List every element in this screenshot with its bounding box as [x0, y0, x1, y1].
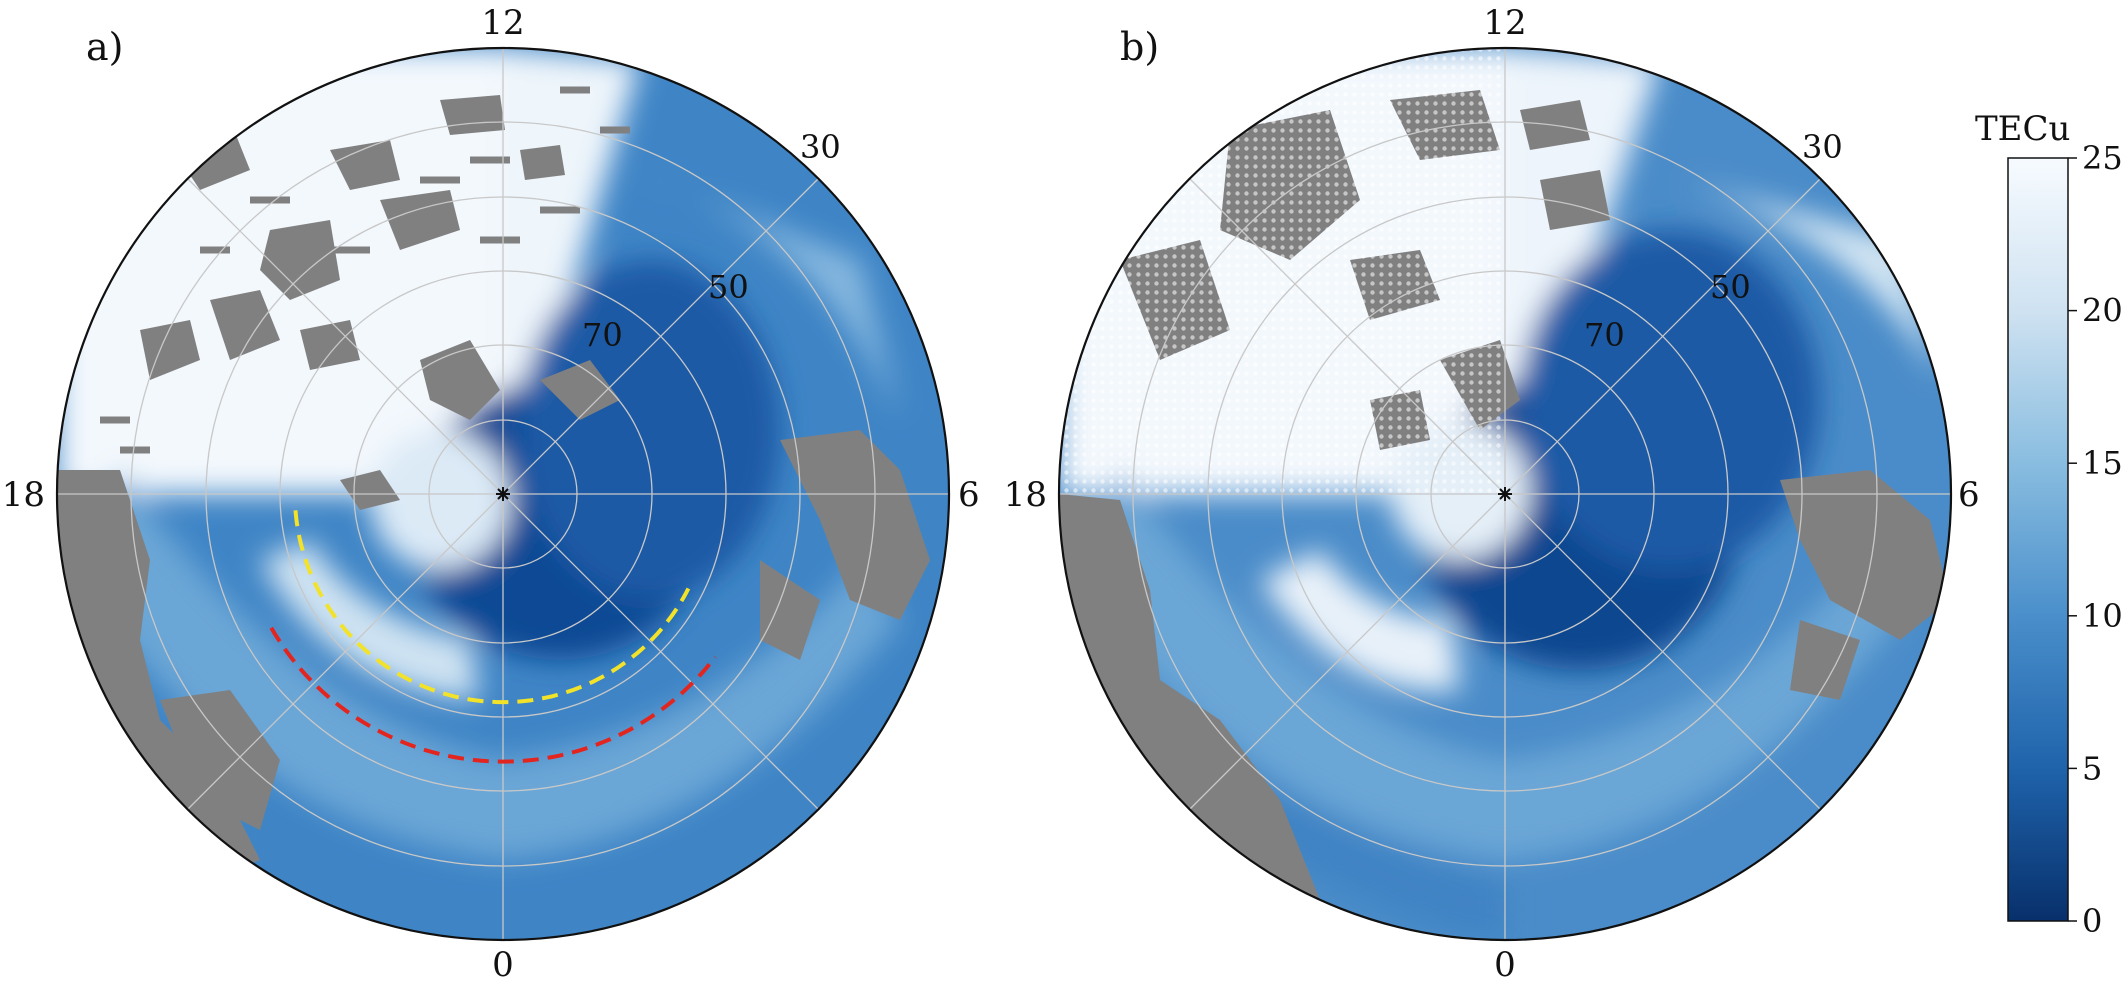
colorbar-title: TECu: [1975, 109, 2070, 149]
colorbar-tick-label-4: 20: [2082, 292, 2123, 330]
panel-a-label: a): [86, 25, 123, 69]
colorbar-gradient: [2007, 157, 2069, 922]
colorbar-tick-label-0: 0: [2082, 902, 2102, 940]
panel-a-lat-70: 70: [582, 316, 623, 354]
panel-a-dashed-curve-0: [293, 510, 691, 705]
panel-a-nodata: [57, 95, 930, 880]
colorbar-tick-label-3: 15: [2082, 444, 2123, 482]
panel-a-lat-30: 30: [800, 128, 841, 166]
panel-a-mlt-right: 6: [958, 475, 980, 515]
panel-a-nodata-dashes: [100, 86, 630, 454]
colorbar-tick-label-5: 25: [2082, 139, 2123, 177]
panel-b-lat-50: 50: [1710, 268, 1751, 306]
panel-b-lat-30: 30: [1802, 128, 1843, 166]
panel-a-dashed-curve-1: [269, 626, 717, 764]
panel-a-curves: [269, 510, 717, 764]
panel-b: b) 12 0 18 6 30 50 70: [1004, 3, 1980, 982]
panel-b-label: b): [1120, 25, 1159, 69]
colorbar-ticks: 0 5 10 15 20 25: [2068, 139, 2123, 940]
panel-a-mlt-bottom: 0: [492, 945, 514, 982]
panel-b-mlt-left: 18: [1004, 475, 1047, 515]
panel-a-pole-marker: [496, 487, 510, 501]
panel-a-lat-50: 50: [708, 268, 749, 306]
panel-b-boundary: [1057, 46, 1953, 942]
panel-b-mlt-top: 12: [1483, 3, 1526, 43]
panel-a: a) 12 0 18 6 30 50 70: [2, 3, 980, 982]
colorbar-tick-label-2: 10: [2082, 597, 2123, 635]
panel-b-mlt-bottom: 0: [1494, 945, 1516, 982]
panel-b-map: [1059, 48, 1951, 940]
panel-a-mlt-left: 18: [2, 475, 45, 515]
panel-b-pole-marker: [1498, 487, 1512, 501]
panel-a-mlt-top: 12: [481, 3, 524, 43]
colorbar: TECu 0 5 10 15 20 25: [1975, 109, 2123, 940]
panel-a-map: [57, 48, 949, 940]
colorbar-tick-label-1: 5: [2082, 749, 2102, 787]
panel-b-mlt-right: 6: [1958, 475, 1980, 515]
panel-a-boundary: [55, 46, 951, 942]
panel-b-lat-70: 70: [1584, 316, 1625, 354]
